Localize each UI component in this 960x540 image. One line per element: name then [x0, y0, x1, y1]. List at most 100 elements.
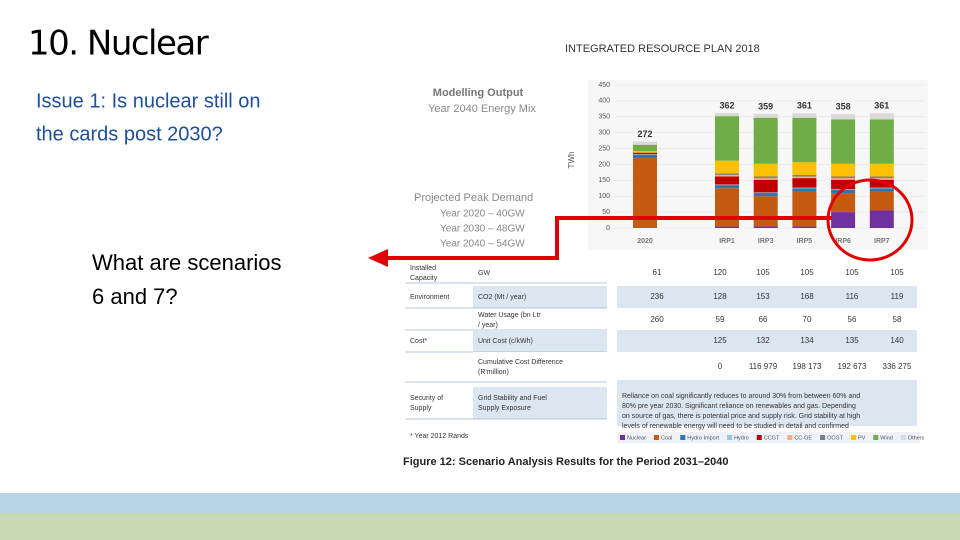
- bar-segment: [831, 179, 856, 190]
- cell-value: 61: [653, 268, 662, 277]
- total-label: 361: [874, 101, 889, 111]
- bar-segment: [715, 174, 739, 177]
- row-band: [473, 310, 607, 330]
- row-band: [473, 263, 607, 283]
- bar-segment: [792, 176, 817, 179]
- bar-segment: [715, 188, 739, 227]
- cell-value: 116 979: [749, 362, 778, 371]
- security-note: levels of renewable energy will need to …: [622, 423, 849, 430]
- bar-segment: [869, 188, 894, 192]
- bar-segment: [869, 119, 894, 164]
- row-band: [617, 380, 917, 426]
- table: Installed Capacity GW 61 120 105 105 105 105 Envi…: [405, 263, 917, 430]
- bar-segment: [831, 114, 856, 120]
- y-tick-label: 350: [598, 114, 610, 121]
- cell-value: 119: [891, 292, 904, 301]
- bar-segment: [753, 178, 778, 180]
- legend-swatch: [873, 435, 879, 440]
- bar-segment: [753, 193, 778, 197]
- cell-value: 168: [800, 292, 814, 301]
- legend-label: CC-GE: [794, 435, 812, 441]
- peak-line: Year 2040 – 54GW: [440, 239, 525, 250]
- y-tick-label: 150: [598, 177, 610, 184]
- row-label: Security of Supply: [410, 395, 443, 412]
- bar-segment: [715, 160, 739, 174]
- total-label: 359: [758, 101, 773, 111]
- x-tick-label: IRP1: [719, 238, 735, 245]
- label-line: Security of: [410, 395, 443, 402]
- row-band: [617, 286, 917, 308]
- bar-segment: [869, 176, 894, 179]
- legend-background: [617, 432, 920, 443]
- label-line: Capacity: [410, 275, 438, 282]
- cell-value: 336 275: [883, 362, 912, 371]
- bar-segment: [715, 185, 739, 189]
- bar-segment: [831, 189, 856, 194]
- total-label: 361: [797, 101, 812, 111]
- bar-segment: [633, 141, 657, 145]
- row-label: Installed Capacity: [410, 265, 438, 282]
- cell-value: 105: [845, 268, 859, 277]
- bar-segment: [792, 178, 817, 188]
- bar-segment: [792, 113, 817, 118]
- row-desc: Water Usage (bn Ltr / year): [478, 312, 541, 329]
- row-label: Environment: [410, 294, 449, 301]
- bar-segment: [753, 226, 778, 228]
- cell-value: 59: [716, 315, 725, 324]
- x-tick-label: IRP7: [874, 238, 890, 245]
- legend-label: Hydro Import: [687, 435, 719, 441]
- bar-segment: [831, 178, 856, 180]
- cell-value: 105: [890, 268, 904, 277]
- total-label: 272: [637, 129, 652, 139]
- bar-segment: [869, 163, 894, 177]
- security-note: on source of gas, there is potential pri…: [622, 413, 860, 420]
- row-label: Cost*: [410, 338, 427, 345]
- bar-segment: [831, 176, 856, 179]
- chart: 0 50 100 150 200 250 300 350 400 450 TWh 272 2020 362…: [567, 80, 928, 250]
- cell-value: 70: [803, 315, 812, 324]
- legend-label: Hydro: [734, 435, 749, 441]
- cell-value: 134: [800, 336, 814, 345]
- bar-segment: [633, 144, 657, 152]
- y-tick-label: 0: [606, 225, 610, 232]
- legend-swatch: [756, 435, 762, 440]
- y-tick-label: 200: [598, 161, 610, 168]
- bar-segment: [869, 178, 894, 180]
- desc-line: Supply Exposure: [478, 405, 531, 412]
- bar-segment: [633, 154, 657, 155]
- legend-swatch: [653, 435, 659, 440]
- bar-segment: [633, 151, 657, 153]
- row-desc: Cumulative Cost Difference (R'million): [478, 359, 563, 376]
- row-band: [617, 330, 917, 352]
- row-desc: CO2 (Mt / year): [478, 294, 526, 301]
- x-tick-label: IRP5: [797, 238, 813, 245]
- desc-line: Cumulative Cost Difference: [478, 359, 563, 366]
- bar-segment: [792, 191, 817, 227]
- bar-segment: [792, 117, 817, 163]
- footer-band: [0, 493, 960, 513]
- cell-value: 236: [650, 292, 664, 301]
- total-label: 362: [719, 100, 734, 110]
- bar-segment: [869, 191, 894, 211]
- bar-segment: [869, 113, 894, 120]
- row-band: [473, 387, 607, 419]
- bar-segment: [715, 176, 739, 185]
- row-band: [473, 286, 607, 308]
- bar-segment: [753, 192, 778, 194]
- bar-segment: [715, 112, 739, 117]
- slide-title: 10. Nuclear: [28, 24, 209, 64]
- desc-line: Grid Stability and Fuel: [478, 395, 547, 402]
- bar-segment: [715, 226, 739, 228]
- x-tick-label: 2020: [637, 238, 653, 245]
- legend-label: PV: [858, 435, 866, 441]
- bar-segment: [792, 188, 817, 192]
- cell-value: 105: [800, 268, 814, 277]
- peak-title: Projected Peak Demand: [414, 192, 533, 204]
- legend-label: OCGT: [827, 435, 844, 441]
- cell-value: 132: [756, 336, 770, 345]
- peak-line: Year 2020 – 40GW: [440, 209, 525, 220]
- security-note: Reliance on coal significantly reduces t…: [622, 393, 860, 400]
- question-text: 6 and 7?: [92, 284, 178, 309]
- highlight-circle: [826, 178, 914, 262]
